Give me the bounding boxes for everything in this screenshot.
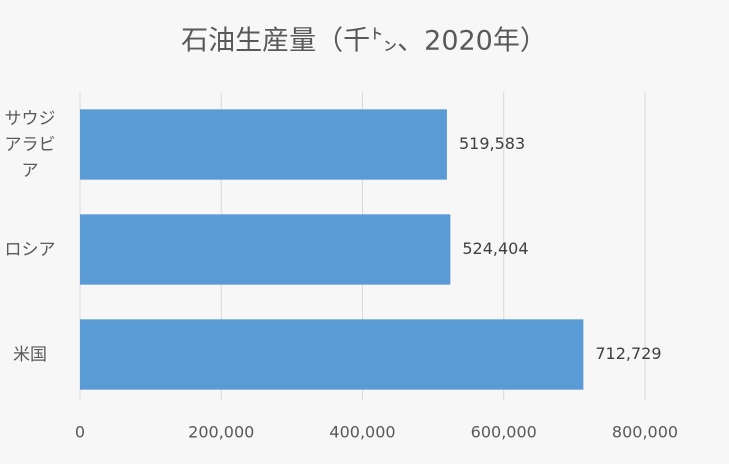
bar	[80, 109, 447, 180]
x-tick-label: 200,000	[188, 423, 254, 442]
value-label: 712,729	[595, 344, 661, 363]
x-tick-label: 0	[75, 423, 85, 442]
x-tick-label: 600,000	[471, 423, 537, 442]
value-label: 524,404	[462, 239, 528, 258]
y-tick-label: 米国	[13, 344, 47, 365]
x-tick-label: 800,000	[612, 423, 678, 442]
bar	[80, 214, 451, 285]
chart-title: 石油生産量（千㌧、2020年）	[181, 26, 547, 57]
x-tick-label: 400,000	[329, 423, 395, 442]
bar	[80, 319, 584, 390]
y-tick-label: サウジアラビア	[4, 108, 56, 181]
y-tick-label: ロシア	[4, 239, 56, 260]
value-label: 519,583	[459, 134, 525, 153]
